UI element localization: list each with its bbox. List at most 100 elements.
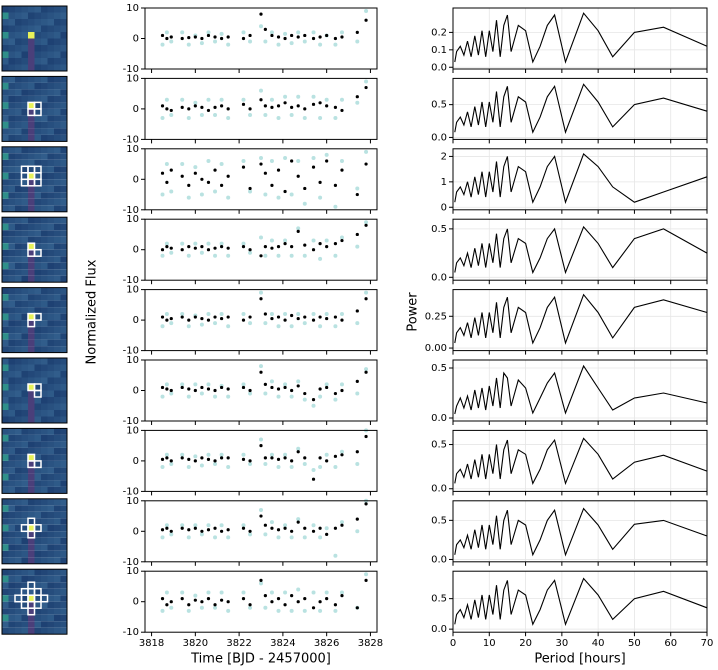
binned-point	[213, 526, 217, 530]
pixel	[41, 384, 48, 391]
plot-frame	[452, 500, 708, 563]
pixel	[41, 223, 48, 231]
binned-point	[318, 315, 322, 319]
pixel	[21, 64, 28, 71]
binned-point	[318, 600, 322, 604]
binned-point	[325, 532, 329, 536]
thumbnail-frame	[1, 427, 68, 494]
raw-point	[169, 532, 174, 537]
y-tick-label: 10	[126, 425, 139, 436]
pixel	[2, 434, 9, 442]
pixel	[34, 205, 41, 212]
pixel	[2, 595, 9, 602]
pixel	[2, 569, 9, 576]
raw-point	[241, 452, 246, 457]
pixel	[8, 390, 15, 397]
raw-point	[302, 39, 307, 44]
raw-point	[296, 226, 301, 231]
raw-point	[169, 605, 174, 610]
raw-point	[180, 97, 185, 102]
binned-point	[193, 388, 197, 393]
pixel	[60, 19, 67, 26]
pixel	[60, 6, 67, 13]
raw-point	[339, 590, 344, 595]
pixel	[21, 12, 28, 19]
raw-point	[364, 290, 369, 295]
binned-point	[187, 457, 191, 461]
binned-point	[206, 597, 211, 601]
binned-point	[318, 526, 322, 530]
binned-point	[303, 107, 307, 111]
binned-point	[160, 315, 165, 319]
pixel	[54, 102, 61, 109]
pixel	[8, 153, 15, 160]
pixel	[34, 287, 41, 295]
pixel	[41, 569, 48, 576]
pixel	[34, 518, 41, 525]
binned-point	[311, 529, 316, 533]
binned-point	[296, 520, 300, 524]
binned-point	[206, 387, 211, 391]
pixel	[47, 531, 54, 538]
pixel	[34, 179, 41, 186]
raw-point	[302, 461, 307, 466]
raw-point	[248, 321, 253, 326]
pixel	[34, 64, 41, 71]
raw-point	[296, 379, 301, 384]
binned-point	[169, 600, 173, 604]
pixel	[15, 166, 22, 173]
pixel	[60, 128, 67, 135]
pixel	[54, 390, 61, 397]
pixel	[2, 460, 9, 468]
binned-point	[259, 370, 263, 374]
thumbnail	[1, 216, 68, 283]
binned-point	[259, 12, 263, 16]
raw-point	[259, 507, 263, 512]
pixel	[21, 498, 28, 506]
pixel	[8, 346, 15, 353]
binned-point	[290, 388, 294, 393]
pixel	[2, 58, 9, 65]
pixel	[2, 185, 9, 193]
binned-point	[318, 242, 322, 246]
pixel	[2, 582, 9, 589]
aperture	[33, 524, 42, 533]
y-tick-label: 0.0	[431, 132, 447, 143]
pixel	[34, 95, 41, 103]
pixel	[54, 601, 61, 609]
pixel	[54, 557, 61, 564]
binned-point	[364, 18, 368, 22]
raw-point	[302, 253, 307, 258]
raw-point	[333, 204, 338, 209]
y-tick-label: 10	[126, 144, 139, 155]
pixel	[54, 454, 61, 461]
thumbnail-frame	[1, 568, 68, 635]
pixel	[2, 410, 9, 417]
raw-point	[269, 159, 274, 163]
pixel	[41, 205, 48, 212]
y-tick-label: -10	[123, 416, 139, 427]
pixel	[34, 582, 41, 589]
pixel	[41, 467, 48, 474]
pixel	[54, 89, 61, 96]
raw-point	[160, 253, 165, 258]
pixel	[34, 371, 41, 378]
binned-point	[318, 387, 322, 391]
binned-point	[213, 315, 217, 319]
pixel	[34, 441, 41, 448]
raw-point	[193, 454, 198, 459]
pixel	[47, 192, 54, 199]
pixel	[60, 307, 67, 314]
pixel	[15, 441, 22, 448]
raw-point	[263, 461, 268, 466]
pixel	[15, 192, 22, 199]
pixel	[34, 575, 41, 583]
pixel	[21, 223, 28, 231]
binned-point	[270, 316, 274, 321]
binned-point	[290, 105, 294, 109]
pixel	[34, 275, 41, 283]
binned-point	[303, 526, 307, 530]
raw-point	[318, 535, 323, 540]
pixel	[41, 89, 48, 96]
raw-point	[226, 324, 231, 329]
